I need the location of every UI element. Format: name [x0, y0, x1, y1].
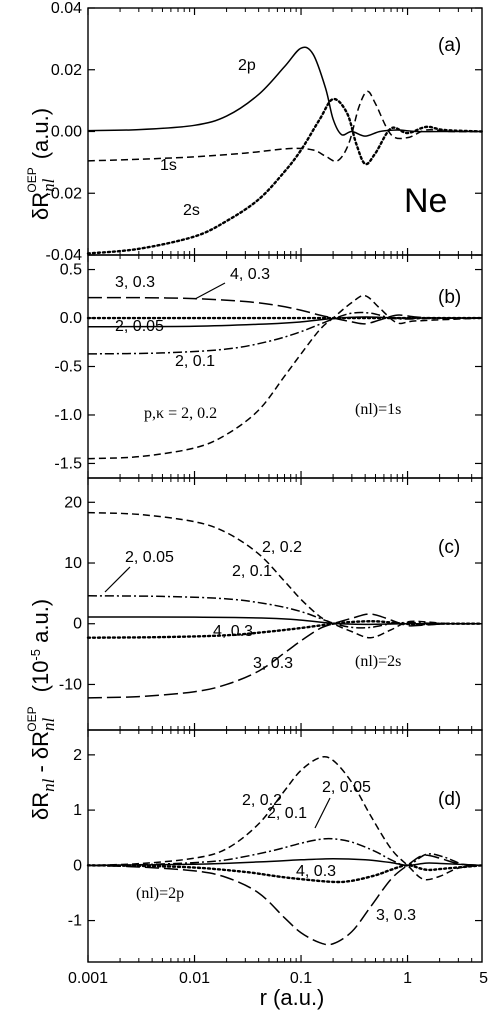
label-d-2-0.2: 2, 0.2	[242, 792, 282, 809]
curve-label-1s: 1s	[160, 157, 177, 174]
ylabel-bcd-exp: -5	[28, 649, 43, 661]
series-line-1s	[87, 90, 483, 163]
ylabel-a-sup: OEP	[25, 167, 39, 192]
x-axis-title: r (a.u.)	[260, 985, 325, 1010]
y-tick-label: -1.5	[54, 455, 82, 472]
panel-c: 20 10 0 -10	[59, 477, 484, 731]
y-tick-label: 2	[73, 747, 82, 764]
element-label-ne: Ne	[404, 182, 447, 220]
ylabel-bcd-sup2: OEP	[25, 706, 39, 731]
ylabel-bcd-unit: (10	[28, 661, 53, 693]
y-tick-label: -0.04	[46, 247, 83, 264]
y-tick-label: 20	[64, 494, 82, 511]
y-tick-label: 1	[73, 802, 82, 819]
label-c-2-0.1: 2, 0.1	[232, 563, 272, 580]
y-tick-label: 0.0	[60, 310, 82, 327]
label-d-3-0.3: 3, 0.3	[376, 907, 416, 924]
label-c-2-0.2: 2, 0.2	[262, 539, 302, 556]
series-line-4-0-3	[86, 620, 484, 639]
series-line-2-0-2	[87, 755, 483, 881]
nl-label-c: (nl)=2s	[355, 653, 401, 670]
series-line-4-0-3	[86, 864, 484, 884]
leader-d-2-0.05	[314, 797, 331, 829]
series-line-3-0-3	[87, 854, 483, 946]
series-line-2-0-2	[87, 294, 483, 460]
plot-frame	[87, 729, 483, 963]
label-d-4-0.3: 4, 0.3	[296, 863, 336, 880]
y-tick-label: 0.02	[51, 62, 82, 79]
y-tick-label: -1	[68, 913, 82, 930]
label-b-2-0.05: 2, 0.05	[115, 318, 164, 335]
nl-label-d: (nl)=2p	[136, 885, 184, 902]
nl-label-b: (nl)=1s	[355, 401, 401, 418]
ylabel-a-main: δR	[28, 192, 53, 220]
label-b-2-0.1: 2, 0.1	[175, 353, 215, 370]
curve-label-2s: 2s	[183, 202, 200, 219]
ylabel-bcd-sub: nl	[39, 778, 58, 792]
label-d-2-0.05: 2, 0.05	[322, 779, 371, 796]
x-tick-label: 1	[403, 970, 412, 987]
y-tick-label: -1.0	[54, 407, 82, 424]
series-line-2p	[87, 46, 482, 137]
ylabel-bcd-minus: - δR	[28, 731, 53, 779]
label-c-3-0.3: 3, 0.3	[253, 655, 293, 672]
ylabel-bcd-unit2: a.u.)	[28, 599, 53, 649]
y-tick-label: -0.5	[54, 359, 82, 376]
series-line-3-0-3	[87, 613, 483, 699]
panel-label-a: (a)	[438, 35, 461, 56]
y-tick-label: -10	[59, 676, 82, 693]
y-tick-label: 10	[64, 555, 82, 572]
curve-label-2p: 2p	[238, 57, 256, 74]
ylabel-bcd-main: δR	[28, 792, 53, 820]
series-line-2-0-05	[87, 857, 483, 867]
x-tick-label: 0.001	[68, 970, 108, 987]
series-line-4-0-3	[87, 296, 483, 325]
label-c-2-0.05: 2, 0.05	[125, 549, 174, 566]
panel-d: 2 1 0 -1	[68, 729, 484, 963]
y-tick-label: 0.00	[51, 124, 82, 141]
x-tick-label: 0.01	[179, 970, 210, 987]
label-b-4-0.3: 4, 0.3	[230, 266, 270, 283]
y-tick-label: 0	[73, 857, 82, 874]
ylabel-bcd-sub2: nl	[39, 717, 58, 731]
label-b-pk: p,κ = 2, 0.2	[144, 405, 217, 422]
ylabel-a-sub: nl	[39, 178, 58, 192]
leader-c-2-0.05	[104, 566, 131, 593]
panel-label-b: (b)	[438, 287, 461, 308]
series-line-2s	[86, 97, 484, 255]
svg-text:δRnlOEP(a.u.): δRnlOEP (a.u.)	[25, 108, 58, 220]
y-axis-title-a: δRnlOEP (a.u.)	[25, 108, 58, 220]
panel-label-c: (c)	[438, 537, 460, 558]
x-tick-labels: 0.001 0.01 0.1 1 5	[68, 970, 488, 987]
panel-a: 0.04 0.02 0.00 -0.02 -0.04	[46, 0, 484, 264]
y-tick-label: 0.04	[51, 0, 82, 17]
x-tick-label: 0.1	[290, 970, 312, 987]
panel-label-d: (d)	[438, 789, 461, 810]
label-c-4-0.3: 4, 0.3	[213, 623, 253, 640]
y-tick-label: 0	[73, 616, 82, 633]
leader-b-4-0.3	[194, 282, 226, 300]
ylabel-a-unit: (a.u.)	[28, 108, 53, 159]
y-tick-label: -0.02	[46, 185, 83, 202]
label-d-2-0.1: 2, 0.1	[267, 805, 307, 822]
x-tick-label: 5	[479, 970, 488, 987]
svg-text:δRnl - δRnlOEP(10-5 a.u.): δRnl - δRnlOEP(10-5 a.u.)	[25, 599, 58, 820]
series-line-2-0-1	[87, 837, 483, 867]
y-tick-label: 0.5	[60, 262, 82, 279]
label-b-3-0.3: 3, 0.3	[115, 274, 155, 291]
y-axis-title-bcd: δRnl - δRnlOEP(10-5 a.u.)	[25, 599, 58, 820]
